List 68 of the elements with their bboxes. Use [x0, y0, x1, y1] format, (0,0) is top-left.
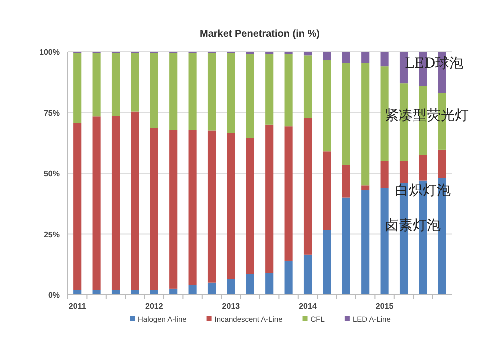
bar	[342, 63, 350, 165]
bar	[304, 52, 312, 56]
bar	[266, 54, 274, 125]
bar	[284, 260, 293, 295]
bar	[131, 53, 140, 112]
y-tick-label: 50%	[44, 170, 60, 178]
bar	[188, 53, 197, 130]
bar	[342, 52, 350, 64]
bar	[74, 123, 82, 290]
bar	[74, 53, 82, 124]
bar	[246, 54, 254, 138]
bar	[362, 63, 370, 186]
y-tick-label: 0%	[48, 291, 60, 300]
x-tick-label: 2012	[146, 302, 164, 311]
bar	[304, 56, 312, 118]
bar	[380, 52, 389, 67]
bar	[227, 279, 236, 295]
bar	[112, 116, 120, 290]
bar	[208, 53, 216, 131]
bar	[362, 190, 370, 295]
bar	[323, 60, 332, 152]
bar	[131, 112, 140, 290]
bar	[380, 161, 389, 188]
x-tick-label: 2015	[376, 302, 394, 311]
bar	[266, 273, 274, 295]
bar	[150, 53, 158, 128]
bar	[92, 290, 101, 295]
bar	[74, 290, 82, 295]
x-tick-label: 2014	[299, 302, 318, 311]
bar	[92, 116, 101, 290]
bar	[304, 254, 312, 295]
bar	[112, 290, 120, 295]
bar	[284, 54, 293, 127]
bar	[131, 290, 140, 295]
y-tick-label: 100%	[40, 48, 60, 57]
bar	[208, 130, 216, 283]
bar	[112, 53, 120, 116]
bar	[208, 282, 216, 295]
bar	[227, 53, 236, 134]
bar	[246, 138, 254, 274]
bar	[438, 150, 446, 178]
bar	[150, 128, 158, 290]
x-tick-label: 2013	[222, 302, 241, 311]
bar	[342, 164, 350, 198]
bar	[170, 288, 178, 295]
bar	[400, 161, 408, 184]
bar	[246, 274, 254, 295]
bar	[150, 290, 158, 295]
bar	[170, 53, 178, 130]
bar	[188, 130, 197, 286]
x-tick-label: 2011	[68, 302, 87, 311]
bar	[342, 198, 350, 295]
bar	[304, 118, 312, 255]
bar	[362, 52, 370, 64]
bar	[170, 130, 178, 289]
bar	[323, 230, 332, 295]
chart-title: Market Penetration (in %)	[200, 29, 320, 40]
bar	[92, 53, 101, 117]
bar	[419, 155, 428, 181]
bar	[266, 124, 274, 274]
bar	[323, 152, 332, 230]
y-tick-label: 75%	[44, 108, 60, 118]
bar	[188, 285, 197, 295]
bar	[362, 186, 370, 191]
bar	[323, 52, 332, 61]
bar	[227, 133, 236, 280]
bar	[284, 126, 293, 261]
y-tick-label: 25%	[44, 230, 60, 240]
